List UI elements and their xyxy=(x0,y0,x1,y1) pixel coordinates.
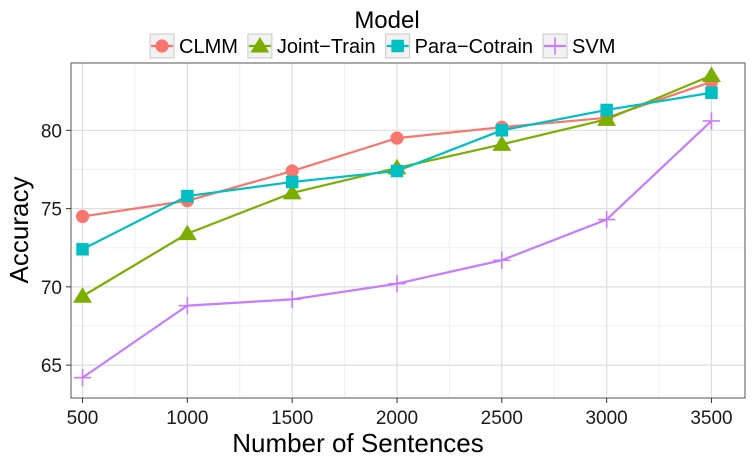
data-point xyxy=(388,275,406,293)
x-tick-label: 1500 xyxy=(271,408,313,429)
data-point xyxy=(493,251,511,269)
y-tick-label: 80 xyxy=(41,121,62,142)
x-tick-label: 2000 xyxy=(376,408,418,429)
legend-label: SVM xyxy=(572,36,615,58)
y-tick-label: 65 xyxy=(41,356,62,377)
legend-item-clmm: CLMM xyxy=(149,33,238,59)
panel-border xyxy=(70,62,746,399)
legend-item-svm: SVM xyxy=(542,33,615,59)
y-tick-label: 70 xyxy=(41,278,62,299)
data-point xyxy=(492,135,512,151)
series-svm xyxy=(73,112,721,387)
grid-lines xyxy=(71,63,745,398)
x-axis-title: Number of Sentences xyxy=(232,428,483,458)
legend-marker xyxy=(391,39,404,53)
data-point xyxy=(705,86,718,99)
y-axis: 65 70 75 80 xyxy=(41,121,71,377)
legend-marker xyxy=(155,39,169,53)
data-point xyxy=(178,297,196,315)
data-point xyxy=(282,183,302,200)
legend-marker xyxy=(546,37,564,55)
data-point xyxy=(495,124,509,137)
data-point xyxy=(390,164,404,178)
data-point xyxy=(177,224,197,241)
data-point xyxy=(283,290,301,309)
legend-title: Model xyxy=(354,7,419,34)
data-point xyxy=(390,131,404,145)
data-point xyxy=(702,112,721,130)
legend-label: Joint−Train xyxy=(277,36,376,58)
legend-label: Para−Cotrain xyxy=(415,36,533,58)
x-tick-label: 1000 xyxy=(166,408,208,429)
data-point xyxy=(285,175,299,189)
data-point xyxy=(76,243,89,256)
legend-item-joint-train: Joint−Train xyxy=(247,33,376,59)
data-point xyxy=(597,110,617,126)
y-axis-title: Accuracy xyxy=(4,177,34,284)
data-point xyxy=(73,287,92,303)
x-tick-label: 3000 xyxy=(585,408,627,429)
x-tick-label: 500 xyxy=(67,408,99,429)
legend-marker xyxy=(250,37,270,53)
data-point xyxy=(702,66,721,83)
series-para-cotrain xyxy=(76,86,718,256)
data-point xyxy=(181,189,194,203)
data-point xyxy=(73,369,92,387)
legend: Model CLMM Joint−Train Para−Cotrain SVM xyxy=(149,7,615,59)
data-point xyxy=(597,210,616,229)
data-point xyxy=(600,103,613,117)
x-tick-label: 2500 xyxy=(481,408,523,429)
panel-background xyxy=(71,63,745,398)
legend-item-para-cotrain: Para−Cotrain xyxy=(385,33,533,59)
legend-label: CLMM xyxy=(179,36,238,58)
series-layer xyxy=(73,66,721,387)
data-point xyxy=(285,164,299,178)
data-point xyxy=(75,209,90,224)
x-tick-label: 3500 xyxy=(690,408,732,429)
y-tick-label: 75 xyxy=(41,200,62,221)
x-axis: 500 1000 1500 2000 2500 3000 3500 xyxy=(67,398,733,429)
